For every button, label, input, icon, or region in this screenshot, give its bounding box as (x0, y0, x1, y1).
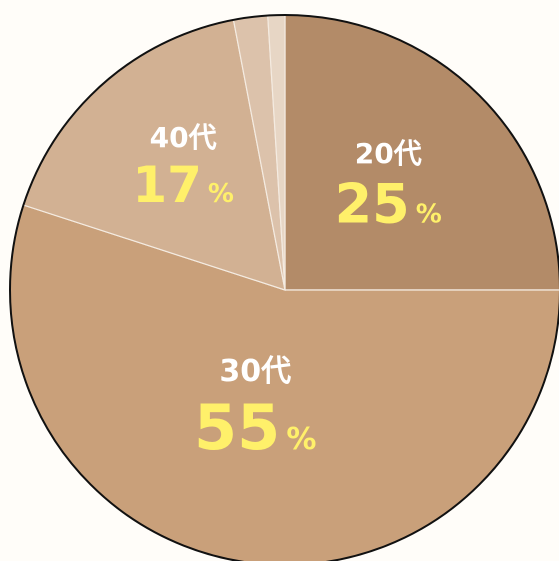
slice-percent-value: 55 (194, 391, 280, 464)
pie-slices (9, 14, 559, 561)
slice-category-label: 20代 (355, 137, 422, 170)
slice-percent-unit: % (416, 199, 442, 229)
slice-percent-value: 25 (335, 172, 410, 235)
slice-percent-unit: % (286, 422, 316, 457)
pie-outline (9, 14, 559, 561)
slice-percent-label: 55% (194, 391, 316, 464)
slice-percent-label: 17% (132, 156, 234, 214)
slice-percent-value: 17 (132, 156, 202, 214)
slice-category-label: 40代 (150, 121, 217, 154)
pie-slice-20代 (284, 14, 559, 291)
slice-category-label: 30代 (219, 354, 291, 389)
slice-percent-unit: % (208, 179, 234, 209)
slice-percent-label: 25% (335, 172, 442, 235)
